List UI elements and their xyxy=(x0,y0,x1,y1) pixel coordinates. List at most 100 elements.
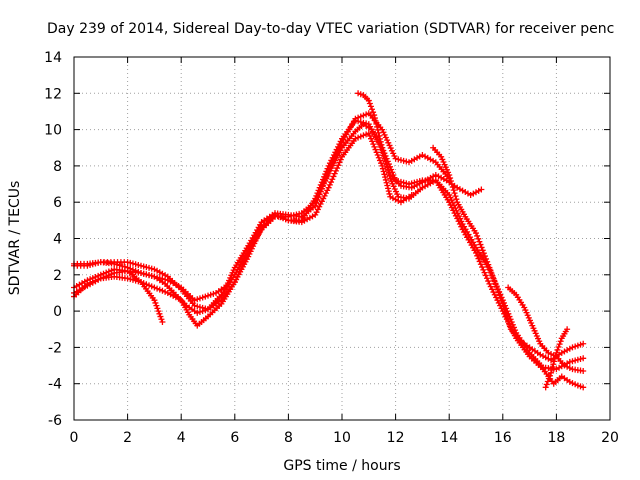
data-point xyxy=(360,112,367,119)
series-track-9 xyxy=(542,326,571,391)
data-point xyxy=(371,143,378,150)
data-point xyxy=(151,273,158,280)
data-point xyxy=(368,135,375,142)
series-track-2 xyxy=(71,121,587,373)
data-point xyxy=(376,132,383,139)
data-point xyxy=(334,143,341,150)
x-tick-label: 4 xyxy=(177,430,186,446)
data-point xyxy=(272,211,278,218)
data-point xyxy=(380,150,387,157)
data-point xyxy=(191,302,198,309)
data-point xyxy=(322,190,329,197)
data-point xyxy=(375,129,382,136)
data-point xyxy=(329,176,336,183)
data-point xyxy=(386,172,393,179)
data-point xyxy=(569,380,576,387)
data-point xyxy=(143,271,150,278)
y-tick-label: 14 xyxy=(44,50,62,66)
data-point xyxy=(153,302,160,309)
data-point xyxy=(312,211,319,218)
x-tick-label: 2 xyxy=(123,430,132,446)
data-point xyxy=(202,293,209,300)
data-point xyxy=(330,173,337,180)
data-point xyxy=(397,157,404,164)
data-point xyxy=(140,280,147,287)
data-point xyxy=(148,283,155,290)
data-point xyxy=(487,267,494,274)
data-point xyxy=(320,195,327,202)
x-tick-label: 20 xyxy=(601,430,619,446)
data-point xyxy=(116,262,123,269)
data-point xyxy=(499,300,506,307)
data-point xyxy=(486,280,493,287)
data-point xyxy=(561,362,568,369)
data-point xyxy=(355,134,362,141)
data-point xyxy=(580,340,587,347)
data-point xyxy=(121,263,128,270)
data-point xyxy=(357,91,364,98)
data-point xyxy=(321,173,328,180)
data-point xyxy=(148,272,155,279)
data-point xyxy=(493,294,500,301)
data-point xyxy=(151,284,158,291)
data-point xyxy=(321,192,328,199)
data-point xyxy=(453,196,460,203)
data-point xyxy=(371,115,378,122)
y-tick-label: 8 xyxy=(53,159,62,175)
data-point xyxy=(202,305,209,312)
data-point xyxy=(485,261,492,268)
data-point xyxy=(451,190,458,197)
data-point xyxy=(129,276,136,283)
x-tick-labels: 0 2 4 6 8 10 12 14 16 18 20 xyxy=(70,430,619,446)
data-point xyxy=(132,261,139,268)
data-point xyxy=(477,261,484,268)
data-point xyxy=(316,203,323,210)
data-point xyxy=(551,355,558,362)
data-point xyxy=(379,147,386,154)
series-track-8 xyxy=(505,284,587,374)
data-point xyxy=(331,170,338,177)
data-point xyxy=(375,154,382,161)
data-point xyxy=(400,157,407,164)
data-point xyxy=(312,195,319,202)
data-point xyxy=(385,169,392,176)
data-point xyxy=(376,157,383,164)
data-point xyxy=(543,381,550,388)
data-point xyxy=(357,118,364,125)
data-point xyxy=(496,292,503,299)
data-point xyxy=(124,259,131,266)
data-point xyxy=(370,109,377,116)
data-point xyxy=(89,261,96,268)
data-point xyxy=(156,310,163,317)
data-point xyxy=(154,285,161,292)
data-point xyxy=(548,366,555,373)
data-point xyxy=(151,297,158,304)
data-point xyxy=(324,187,331,194)
data-point xyxy=(95,276,102,283)
data-point xyxy=(196,304,203,311)
data-point xyxy=(92,260,99,267)
x-tick-label: 0 xyxy=(70,430,79,446)
data-point xyxy=(566,364,573,371)
data-point xyxy=(355,118,362,125)
data-point xyxy=(488,270,495,277)
data-point xyxy=(129,260,136,267)
data-point xyxy=(325,184,332,191)
data-point xyxy=(146,272,153,279)
data-point xyxy=(140,263,147,270)
y-tick-label: -2 xyxy=(48,340,62,356)
data-point xyxy=(450,207,457,214)
data-point xyxy=(489,272,496,279)
data-point xyxy=(313,192,320,199)
data-point xyxy=(132,267,139,274)
data-point xyxy=(138,279,144,286)
data-point xyxy=(124,264,131,271)
data-point xyxy=(572,381,579,388)
data-point xyxy=(474,252,481,259)
data-point xyxy=(450,187,457,194)
data-point xyxy=(550,361,557,368)
data-point xyxy=(478,244,485,251)
data-point xyxy=(447,201,454,208)
data-point xyxy=(455,218,462,225)
data-point xyxy=(572,343,579,350)
